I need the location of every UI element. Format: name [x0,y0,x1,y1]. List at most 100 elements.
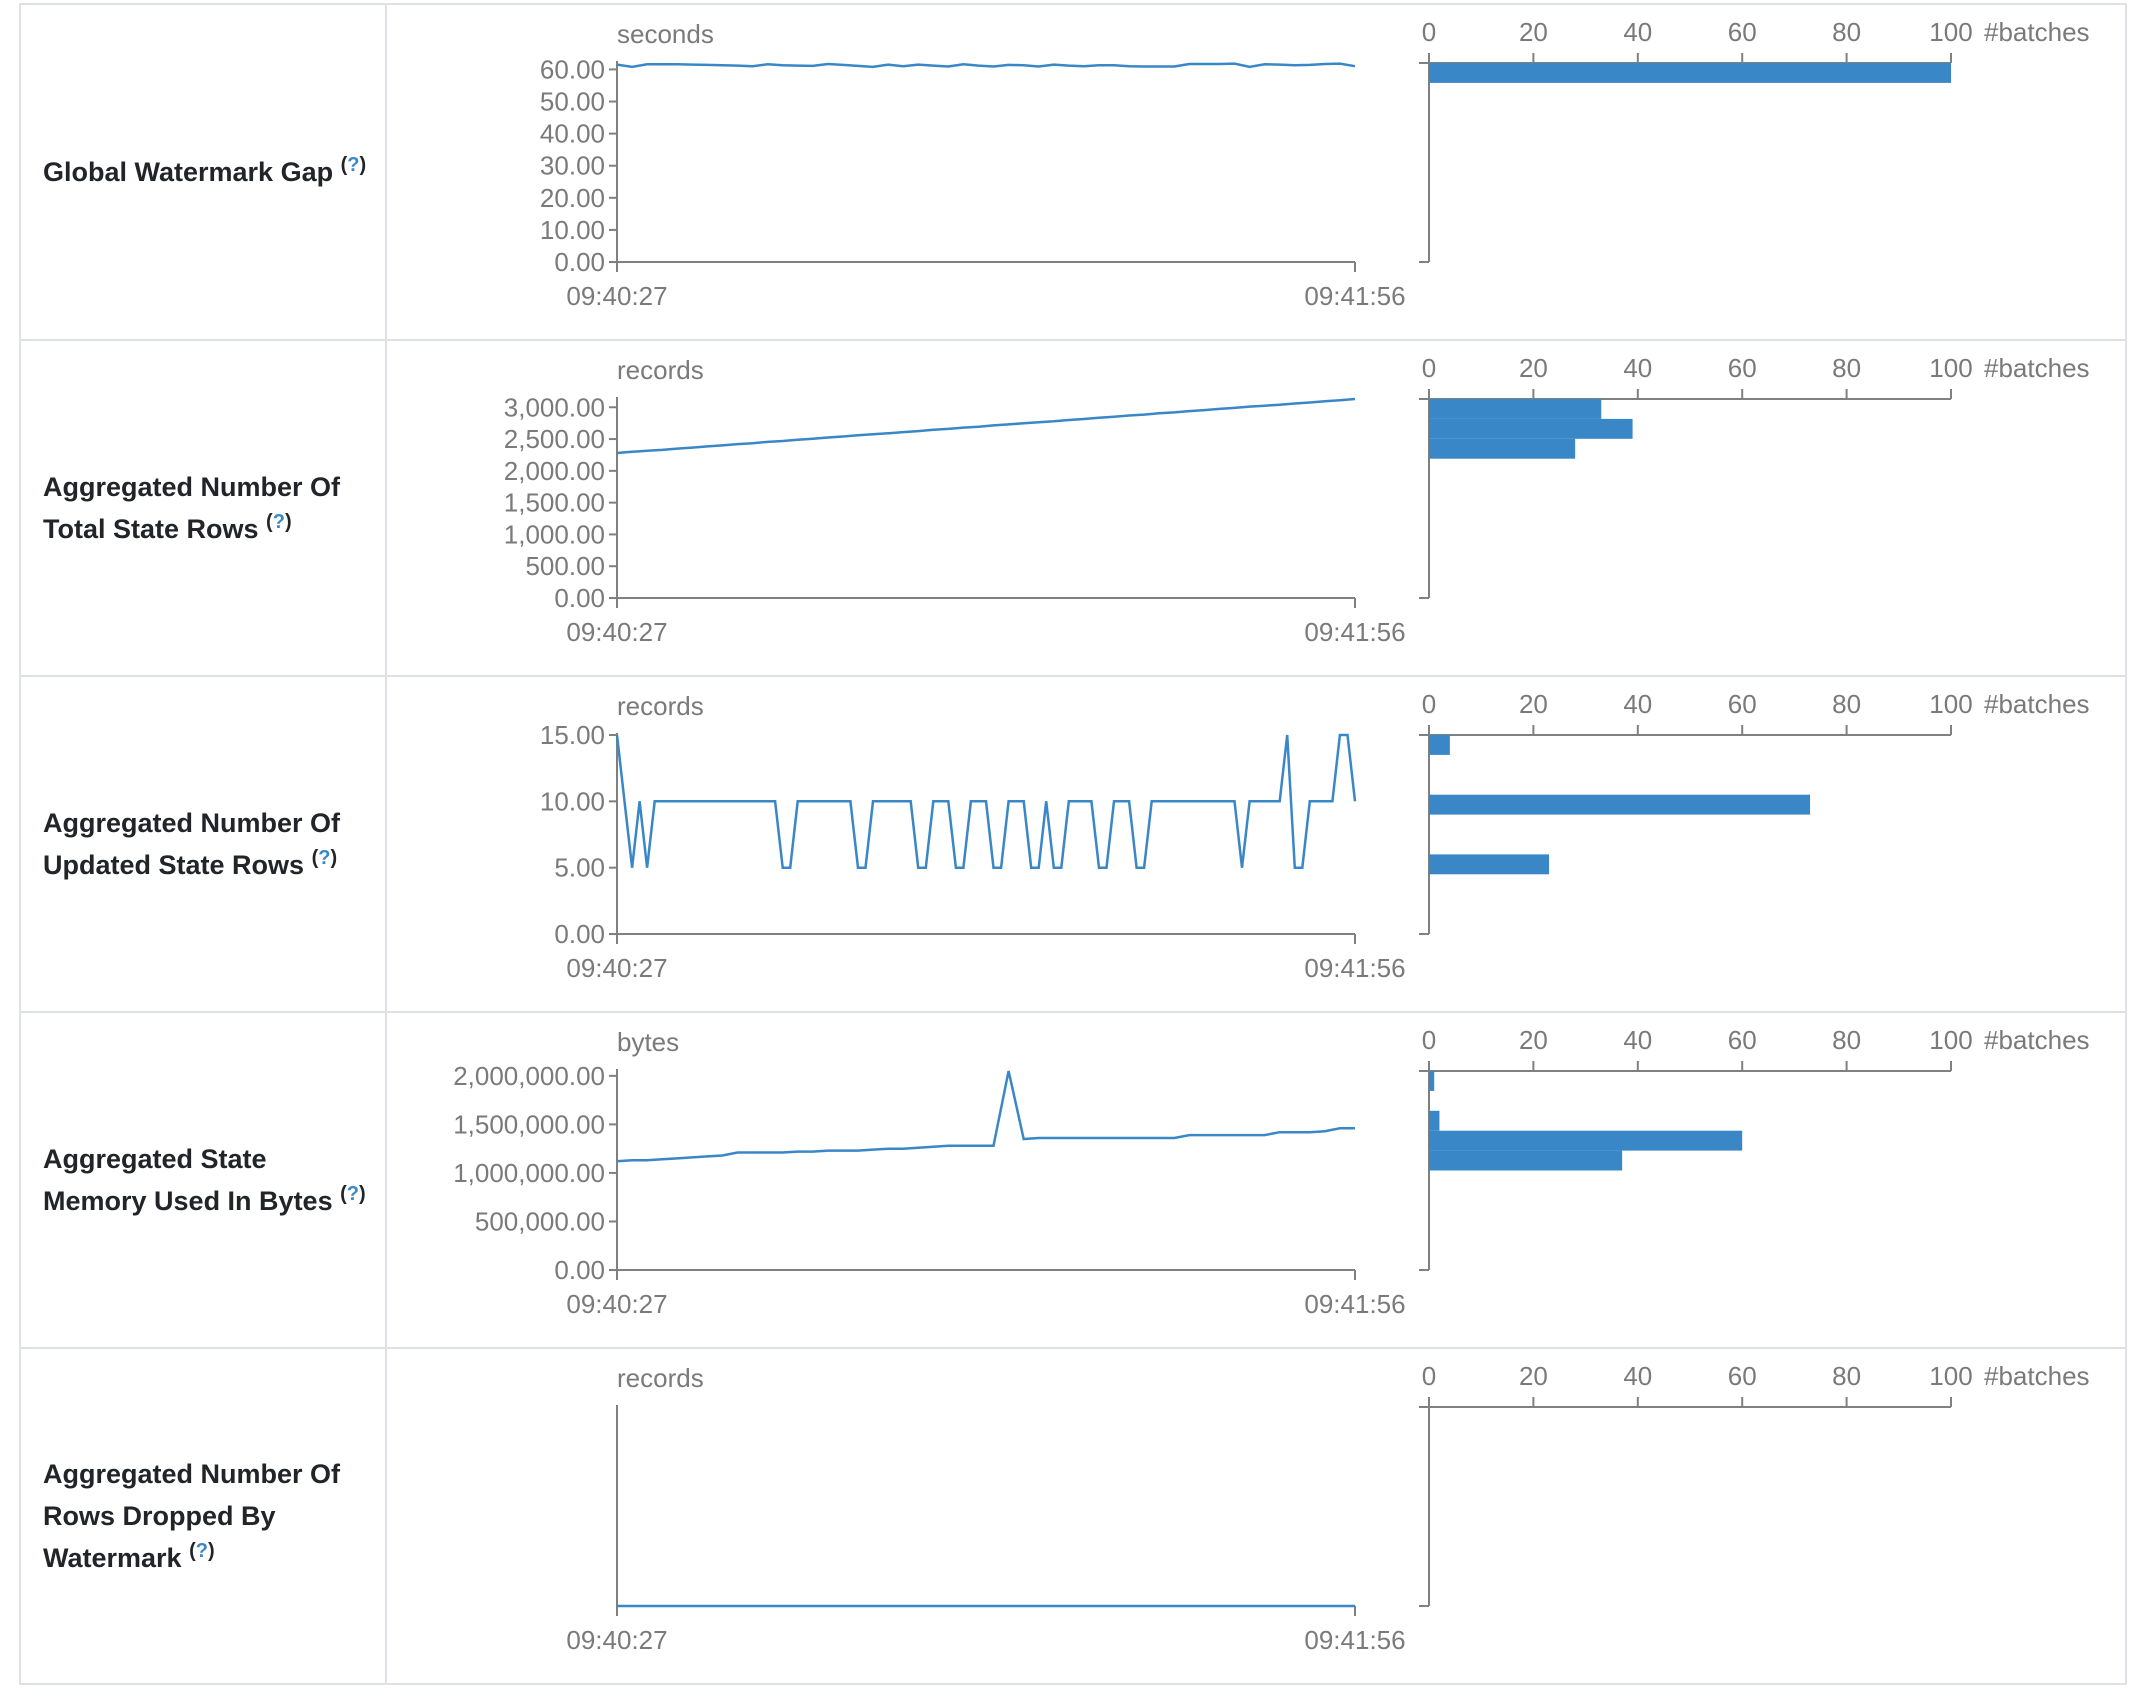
metric-row: Aggregated Number Of Updated State Rows … [19,677,2127,1013]
y-tick-label: 30.00 [540,151,605,181]
histogram-unit-label: #batches [1984,689,2090,719]
help-icon[interactable]: ? [195,1540,208,1562]
histogram-x-tick-label: 60 [1728,353,1757,383]
histogram-x-tick-label: 0 [1422,353,1436,383]
chart-svg: records 0.00 5.00 10.00 15.00 09:40:27 09:41:5… [540,689,2090,983]
y-tick-label: 1,000,000.00 [453,1158,605,1188]
x-tick-label: 09:41:56 [1304,617,1405,647]
y-tick-label: 1,000.00 [504,519,605,549]
histogram-x-tick-label: 80 [1832,353,1861,383]
y-axis-unit-label: bytes [617,1027,679,1057]
histogram-x-tick-label: 80 [1832,1025,1861,1055]
x-tick-label: 09:41:56 [1304,953,1405,983]
x-tick-label: 09:41:56 [1304,1625,1405,1655]
metric-label-text: Aggregated Number Of Total State Rows [43,472,341,544]
metrics-table: Global Watermark Gap (?) seconds 0.00 10.0… [19,3,2127,1685]
histogram-bar [1429,1150,1623,1171]
chart-cell: records 09:40:27 09:41:56 0 20 40 60 80 100 #batc… [387,1349,2129,1683]
metric-row: Aggregated Number Of Rows Dropped By Wat… [19,1349,2127,1685]
y-tick-label: 50.00 [540,87,605,117]
help-icon[interactable]: ? [272,511,285,533]
chart-cell: records 0.00 500.00 1,000.00 1,500.00 2,000.0… [387,341,2129,675]
help-tooltip[interactable]: (?) [266,511,292,533]
help-tooltip[interactable]: (?) [311,847,338,869]
y-axis-unit-label: records [617,355,704,385]
histogram-x-tick-label: 100 [1929,17,1972,47]
chart-svg: records 0.00500.001,000.001,500.002,000.0… [504,353,2090,647]
y-tick-label: 40.00 [540,119,605,149]
histogram-x-tick-label: 60 [1728,689,1757,719]
y-tick-label: 0.00 [554,919,605,949]
metric-label: Aggregated Number Of Total State Rows (?… [43,466,373,550]
x-tick-label: 09:40:27 [566,1625,667,1655]
metric-label-cell: Global Watermark Gap (?) [21,5,387,339]
help-tooltip[interactable]: (?) [340,154,367,176]
help-tooltip[interactable]: (?) [189,1540,215,1562]
metric-label: Aggregated Number Of Updated State Rows … [43,802,373,886]
y-tick-label: 1,500,000.00 [453,1109,605,1139]
help-icon[interactable]: ? [346,1183,359,1205]
x-tick-label: 09:41:56 [1304,1289,1405,1319]
histogram-bar [1429,399,1602,419]
help-tooltip[interactable]: (?) [340,1183,366,1205]
histogram-bar [1429,735,1450,755]
histogram-x-tick-label: 80 [1832,1361,1861,1391]
metric-label: Aggregated Number Of Rows Dropped By Wat… [43,1453,373,1579]
x-tick-label: 09:40:27 [566,953,667,983]
y-tick-label: 5.00 [554,853,605,883]
help-icon[interactable]: ? [318,847,331,869]
histogram-bar [1429,1110,1440,1131]
chart-svg: bytes 0.00 500,000.00 1,000,000.00 1,500,000… [453,1025,2090,1319]
histogram-x-tick-label: 80 [1832,689,1861,719]
histogram-x-tick-label: 40 [1623,353,1652,383]
y-tick-label: 3,000.00 [504,392,605,422]
histogram-x-tick-label: 60 [1728,17,1757,47]
y-tick-label: 15.00 [540,720,605,750]
chart-cell: seconds 0.00 10.00 20.00 30.00 40.00 50.00 60.0… [387,5,2129,339]
help-icon[interactable]: ? [347,154,360,176]
histogram-unit-label: #batches [1984,17,2090,47]
data-line [615,733,1357,869]
data-line [616,397,1356,455]
y-tick-label: 500.00 [525,551,605,581]
histogram-x-tick-label: 40 [1623,17,1652,47]
histogram-bar [1429,1130,1743,1151]
metric-row: Aggregated Number Of Total State Rows (?… [19,341,2127,677]
histogram-x-tick-label: 0 [1422,1025,1436,1055]
histogram-x-tick-label: 20 [1519,353,1548,383]
metric-row: Aggregated State Memory Used In Bytes (?… [19,1013,2127,1349]
metric-label: Global Watermark Gap (?) [43,151,373,193]
metric-label-cell: Aggregated State Memory Used In Bytes (?… [21,1013,387,1347]
histogram-x-tick-label: 20 [1519,1361,1548,1391]
histogram-x-tick-label: 0 [1422,689,1436,719]
y-tick-label: 2,000,000.00 [453,1061,605,1091]
y-tick-label: 20.00 [540,183,605,213]
histogram-x-tick-label: 100 [1929,1025,1972,1055]
histogram-x-tick-label: 20 [1519,689,1548,719]
metric-label: Aggregated State Memory Used In Bytes (?… [43,1138,373,1222]
metric-label-cell: Aggregated Number Of Rows Dropped By Wat… [21,1349,387,1683]
x-tick-label: 09:40:27 [566,617,667,647]
histogram-x-tick-label: 100 [1929,1361,1972,1391]
y-axis-unit-label: seconds [617,19,714,49]
histogram-bar [1429,854,1550,875]
histogram-unit-label: #batches [1984,353,2090,383]
histogram-x-tick-label: 60 [1728,1361,1757,1391]
histogram-unit-label: #batches [1984,1361,2090,1391]
y-axis-unit-label: records [617,691,704,721]
y-tick-label: 2,500.00 [504,424,605,454]
histogram-bar [1429,63,1951,83]
y-tick-label: 10.00 [540,215,605,245]
x-tick-label: 09:40:27 [566,281,667,311]
histogram-x-tick-label: 0 [1422,17,1436,47]
histogram-bar [1429,1071,1435,1091]
data-line [616,62,1356,69]
metric-row: Global Watermark Gap (?) seconds 0.00 10.0… [19,5,2127,341]
y-tick-label: 0.00 [554,247,605,277]
y-axis-unit-label: records [617,1363,704,1393]
histogram-unit-label: #batches [1984,1025,2090,1055]
metric-label-cell: Aggregated Number Of Updated State Rows … [21,677,387,1011]
histogram-x-tick-label: 100 [1929,689,1972,719]
histogram-x-tick-label: 40 [1623,1361,1652,1391]
metric-label-text: Aggregated Number Of Rows Dropped By Wat… [43,1459,341,1573]
